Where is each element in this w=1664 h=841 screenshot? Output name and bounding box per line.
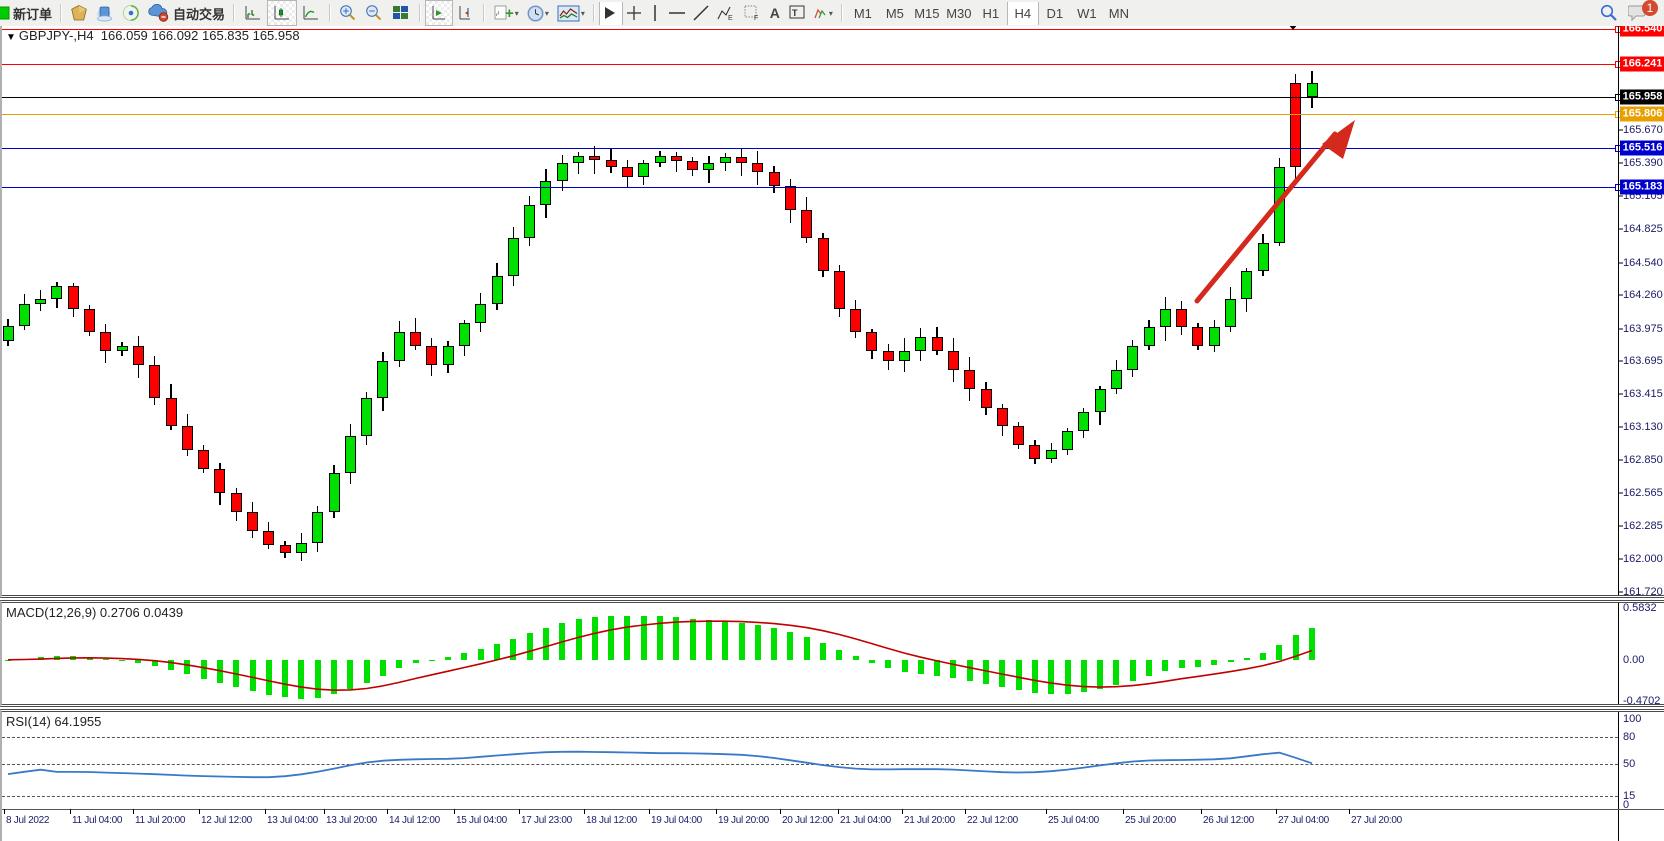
svg-text:E: E [728,15,733,21]
svg-text:F: F [754,15,758,21]
svg-text:T: T [792,8,798,18]
